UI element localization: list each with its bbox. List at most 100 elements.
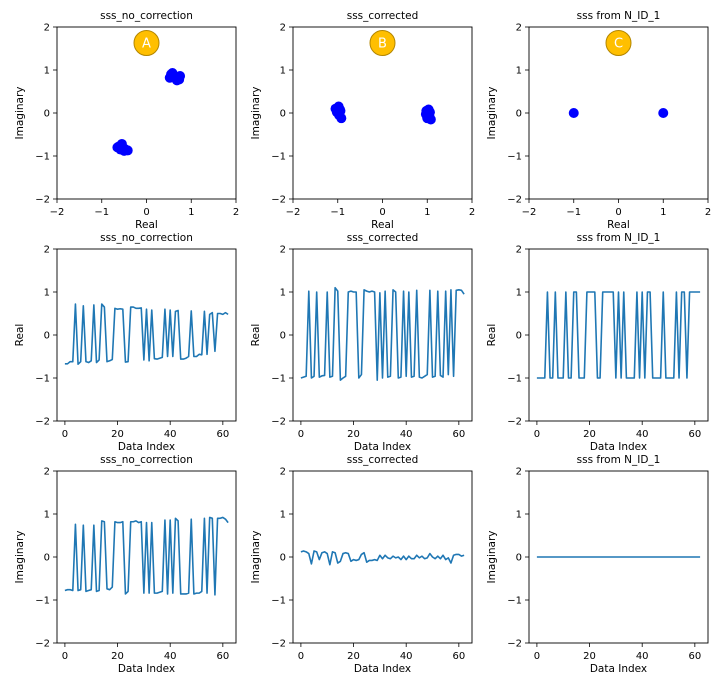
y-tick-label: −2	[35, 195, 50, 206]
panel-1: sss_no_correction −2 −1 0 1 2 −2 −1 0 1 2 Real Imagi…	[14, 10, 239, 231]
x-tick-label: 60	[452, 651, 465, 662]
x-tick-label: 20	[111, 429, 124, 440]
x-axis-title: Data Index	[118, 441, 175, 453]
x-tick-label: 1	[424, 207, 430, 218]
y-tick-label: 0	[280, 331, 286, 342]
series-line	[64, 303, 229, 366]
x-tick-label: 20	[347, 429, 360, 440]
y-tick-label: 0	[280, 553, 286, 564]
y-tick-label: 2	[44, 467, 50, 478]
y-tick-label: −1	[271, 374, 286, 385]
panel-title: sss from N_ID_1	[577, 454, 661, 466]
y-tick-label: −1	[271, 596, 286, 607]
x-tick-label: 0	[615, 207, 621, 218]
x-tick-label: −1	[94, 207, 109, 218]
y-tick-label: −2	[271, 195, 286, 206]
x-tick-label: 0	[298, 429, 304, 440]
panel-title: sss_corrected	[347, 454, 419, 466]
x-tick-label: 60	[452, 429, 465, 440]
panel-9: sss from N_ID_1 0 20 40 60 −2 −1 0 1 2 Data Index I…	[486, 454, 709, 675]
x-tick-label: −1	[330, 207, 345, 218]
y-tick-label: −1	[507, 152, 522, 163]
y-axis-title: Real	[250, 324, 262, 347]
scatter-point	[336, 113, 347, 124]
y-tick-label: 2	[280, 245, 286, 256]
panel-6: sss from N_ID_1 0 20 40 60 −2 −1 0 1 2 Data Index R…	[486, 232, 709, 453]
scatter-point	[167, 68, 178, 79]
scatter-point	[174, 74, 185, 85]
y-tick-label: 2	[44, 23, 50, 34]
panel-title: sss_no_correction	[100, 454, 193, 466]
y-tick-label: −2	[507, 417, 522, 428]
axes-frame	[292, 248, 473, 422]
badge-label: A	[142, 37, 151, 52]
x-tick-label: −2	[286, 207, 301, 218]
y-tick-label: −1	[507, 596, 522, 607]
scatter-point	[424, 107, 435, 118]
y-tick-label: −1	[35, 374, 50, 385]
series-line	[300, 550, 465, 566]
panel-2: sss_corrected −2 −1 0 1 2 −2 −1 0 1 2 Real Imaginary…	[250, 10, 475, 231]
x-tick-label: 40	[400, 429, 413, 440]
y-tick-label: 1	[280, 66, 286, 77]
panel-3: sss from N_ID_1 −2 −1 0 1 2 −2 −1 0 1 2 Real Imagina…	[486, 10, 711, 231]
x-tick-label: 20	[583, 429, 596, 440]
y-tick-label: 0	[516, 109, 522, 120]
y-axis-title: Imaginary	[250, 531, 262, 584]
y-tick-label: −2	[507, 195, 522, 206]
y-tick-label: 2	[516, 245, 522, 256]
y-tick-label: −2	[271, 417, 286, 428]
badge-a: A	[133, 30, 160, 56]
badge-b: B	[369, 30, 396, 56]
x-tick-label: 20	[347, 651, 360, 662]
x-tick-label: 2	[233, 207, 239, 218]
y-tick-label: −2	[507, 639, 522, 650]
x-axis-title: Data Index	[118, 663, 175, 675]
y-axis-title: Imaginary	[486, 87, 498, 140]
badge-circle	[369, 30, 396, 56]
panel-8: sss_corrected 0 20 40 60 −2 −1 0 1 2 Data Index Ima…	[250, 454, 473, 675]
y-tick-label: 1	[516, 288, 522, 299]
x-tick-label: 40	[400, 651, 413, 662]
x-tick-label: 60	[688, 651, 701, 662]
y-tick-label: −2	[35, 639, 50, 650]
y-tick-label: 2	[516, 23, 522, 34]
badge-label: B	[378, 37, 387, 52]
y-tick-label: −1	[35, 152, 50, 163]
y-tick-label: 0	[44, 109, 50, 120]
badge-c: C	[605, 30, 632, 56]
y-tick-label: 0	[280, 109, 286, 120]
panel-title: sss from N_ID_1	[577, 232, 661, 244]
x-tick-label: 0	[62, 651, 68, 662]
x-axis-title: Real	[607, 219, 630, 231]
y-tick-label: 1	[44, 288, 50, 299]
scatter-point	[335, 105, 346, 116]
badge-circle	[133, 30, 160, 56]
x-tick-label: 20	[583, 651, 596, 662]
x-tick-label: −1	[566, 207, 581, 218]
series-line	[536, 291, 701, 379]
y-axis-title: Imaginary	[486, 531, 498, 584]
x-axis-title: Data Index	[590, 441, 647, 453]
y-tick-label: 0	[44, 553, 50, 564]
x-axis-title: Data Index	[590, 663, 647, 675]
y-tick-label: 0	[516, 331, 522, 342]
x-tick-label: 60	[216, 651, 229, 662]
y-tick-label: 0	[44, 331, 50, 342]
x-tick-label: 0	[379, 207, 385, 218]
panel-title: sss_corrected	[347, 10, 419, 22]
x-tick-label: 0	[534, 429, 540, 440]
badge-label: C	[614, 37, 623, 52]
series-line	[300, 286, 465, 381]
y-tick-label: 1	[44, 510, 50, 521]
y-tick-label: 2	[280, 467, 286, 478]
y-tick-label: 2	[516, 467, 522, 478]
x-tick-label: 0	[298, 651, 304, 662]
panel-title: sss_no_correction	[100, 10, 193, 22]
x-tick-label: 0	[143, 207, 149, 218]
panel-7: sss_no_correction 0 20 40 60 −2 −1 0 1 2 Data Inde…	[14, 454, 237, 675]
x-tick-label: 40	[164, 429, 177, 440]
x-axis-title: Real	[135, 219, 158, 231]
x-tick-label: −2	[522, 207, 537, 218]
